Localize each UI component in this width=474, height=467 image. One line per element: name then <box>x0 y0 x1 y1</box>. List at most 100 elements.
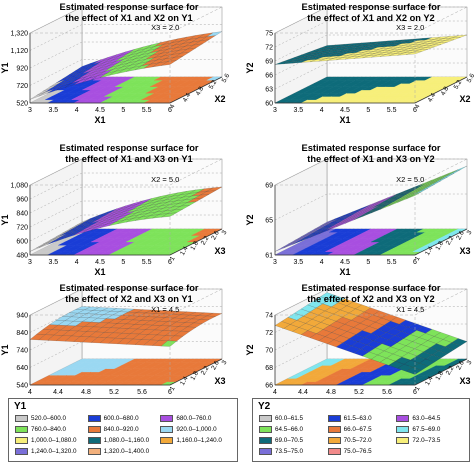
legend-item: 64.5–66.0 <box>259 426 303 433</box>
z-axis-line <box>414 358 468 386</box>
z-tick-label: 1.4 <box>424 245 435 257</box>
response-surface-panel: 480 600 720 840 960 1,080 3 3.5 4 4.5 5 5.5 611.4 1.8… <box>0 158 229 277</box>
legend-label: 67.5–69.0 <box>412 426 441 433</box>
legend-swatch <box>259 437 272 444</box>
z-axis-label: X3 <box>459 246 470 256</box>
y-axis-label: Y1 <box>0 62 10 73</box>
y-axis-label: Y2 <box>245 344 255 355</box>
z-tick-label: 1.8 <box>189 370 200 382</box>
x-tick-label: 4 <box>320 259 324 266</box>
y-tick-label: 60 <box>265 101 273 108</box>
z-tick-label: 3 <box>221 229 229 236</box>
legend-item: 63.0–64.5 <box>396 415 440 422</box>
fixed-factor-annotation: X2 = 5.0 <box>396 175 424 184</box>
z-axis-label: X3 <box>459 376 470 386</box>
z-tick-label: 2.2 <box>445 235 456 247</box>
legend-label: 60.0–61.5 <box>275 415 304 422</box>
legend-label: 64.5–66.0 <box>275 426 304 433</box>
x-axis-label: X1 <box>339 267 350 277</box>
z-tick-label: 4.4 <box>427 92 438 104</box>
box-edge <box>275 6 468 34</box>
legend-item: 680.0–760.0 <box>160 415 211 422</box>
panel-title-line: the effect of X1 and X3 on Y2 <box>307 154 435 164</box>
y-tick-label: 840 <box>16 211 28 218</box>
legend-label: 1,000.0–1,080.0 <box>31 437 77 444</box>
y-tick-label: 920 <box>16 66 28 73</box>
response-surface-panel: 540 640 740 840 940 4 4.4 4.8 5.2 5.6 611.4 1.8 2.2 2… <box>0 288 229 407</box>
z-tick-label: 1.4 <box>179 245 190 257</box>
fixed-factor-annotation: X1 = 4.5 <box>151 305 179 314</box>
legend-y2: Y2 60.0–61.5 61.5–63.0 63.0–64.5 64.5–66.0 66… <box>252 398 470 462</box>
y-tick-label: 68 <box>265 365 273 372</box>
y-tick-label: 960 <box>16 197 28 204</box>
legend-swatch <box>87 448 101 455</box>
legend-swatch <box>327 448 341 455</box>
z-tick-label: 2.6 <box>455 230 466 242</box>
legend-label: 66.0–67.5 <box>343 426 372 433</box>
z-tick-label: 3 <box>466 359 474 366</box>
y-tick-label: 72 <box>265 45 273 52</box>
legend-swatch <box>160 415 174 422</box>
legend-label: 1,080.0–1,160.0 <box>103 437 150 444</box>
x-axis-label: X1 <box>94 115 105 125</box>
y-tick-label: 74 <box>265 313 273 320</box>
z-tick-label: 1.8 <box>434 370 445 382</box>
y-axis-label: Y2 <box>245 214 255 225</box>
legend-item: 920.0–1,000.0 <box>160 426 217 433</box>
z-tick-label: 1 <box>169 385 177 392</box>
box-edge <box>30 6 223 34</box>
y-tick-label: 940 <box>16 313 28 320</box>
z-axis-line <box>414 76 468 104</box>
fixed-factor-annotation: X1 = 4.5 <box>396 305 424 314</box>
x-axis-label: X1 <box>94 267 105 277</box>
z-tick-label: 4 <box>169 103 177 110</box>
z-axis-label: X2 <box>214 94 225 104</box>
legend-label: 1,160.0–1,240.0 <box>176 437 222 444</box>
legend-swatch <box>87 415 101 422</box>
legend-item: 72.0–73.5 <box>396 437 440 444</box>
legend-label: 920.0–1,000.0 <box>176 426 217 433</box>
y-tick-label: 65 <box>265 218 273 225</box>
z-axis-line <box>169 76 223 104</box>
x-tick-label: 5.5 <box>387 259 397 266</box>
legend-swatch <box>259 448 272 455</box>
legend-item: 1,160.0–1,240.0 <box>160 437 222 444</box>
z-axis-line <box>169 358 223 386</box>
panel-title-line: the effect of X2 and X3 on Y2 <box>307 294 435 304</box>
x-tick-label: 5 <box>366 259 370 266</box>
y-tick-label: 740 <box>16 348 28 355</box>
panel-title-line: Estimated response surface for <box>301 143 441 153</box>
legend-label: 75.0–76.5 <box>343 448 372 455</box>
legend-swatch <box>327 426 341 433</box>
x-tick-label: 4.5 <box>95 259 105 266</box>
legend-swatch <box>259 426 272 433</box>
x-tick-label: 5.5 <box>142 107 152 114</box>
x-tick-label: 4 <box>273 389 277 396</box>
legend-label: 70.5–72.0 <box>343 437 372 444</box>
surface-cell <box>406 191 422 200</box>
fixed-factor-annotation: X2 = 5.0 <box>151 175 179 184</box>
x-tick-label: 5 <box>121 259 125 266</box>
box-edge <box>30 158 223 186</box>
panel-title-line: the effect of X1 and X3 on Y1 <box>65 154 193 164</box>
z-tick-label: 2.6 <box>210 230 221 242</box>
z-tick-label: 5.2 <box>208 79 219 91</box>
x-tick-label: 5 <box>121 107 125 114</box>
x-tick-label: 3 <box>28 259 32 266</box>
legend-item: 67.5–69.0 <box>396 426 440 433</box>
legend-swatch <box>15 448 28 455</box>
legend-swatch <box>87 437 101 444</box>
x-tick-label: 6 <box>168 259 172 266</box>
surface-cell <box>161 212 177 218</box>
z-axis-line <box>169 228 223 256</box>
x-tick-label: 5.6 <box>382 389 392 396</box>
legend-item: 1,240.0–1,320.0 <box>15 448 77 455</box>
x-tick-label: 6 <box>413 389 417 396</box>
surface-cell <box>161 340 177 347</box>
z-tick-label: 1 <box>169 255 177 262</box>
legend-item: 1,080.0–1,160.0 <box>87 437 150 444</box>
x-tick-label: 5.2 <box>354 389 364 396</box>
